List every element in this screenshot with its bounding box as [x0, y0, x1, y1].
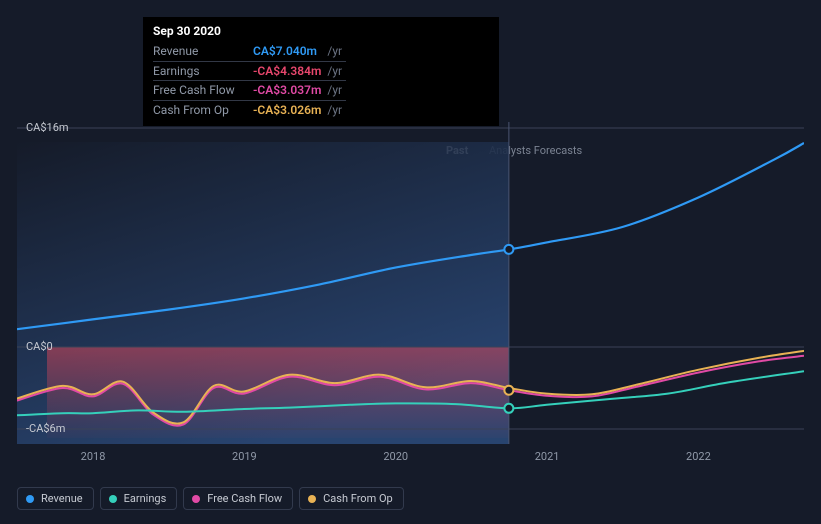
- legend-label: Earnings: [124, 492, 167, 505]
- legend-fcf-chip[interactable]: Free Cash Flow: [183, 487, 293, 510]
- hover-tooltip: Sep 30 2020 RevenueCA$7.040m/yrEarnings-…: [143, 17, 499, 126]
- tooltip-row-unit: /yr: [325, 81, 346, 101]
- tooltip-row-label: Free Cash Flow: [153, 81, 253, 101]
- y-axis-label: -CA$6m: [26, 422, 65, 435]
- chart-svg: [17, 122, 804, 444]
- y-axis-label: CA$0: [26, 340, 53, 353]
- tooltip-row: Earnings-CA$4.384m/yr: [153, 61, 346, 81]
- y-axis-label: CA$16m: [26, 121, 69, 134]
- tooltip-row-value: CA$7.040m: [253, 42, 325, 61]
- financials-chart-panel: { "tooltip": { "date": "Sep 30 2020", "x…: [0, 0, 821, 524]
- tooltip-table: RevenueCA$7.040m/yrEarnings-CA$4.384m/yr…: [153, 42, 346, 120]
- tooltip-row-label: Earnings: [153, 61, 253, 81]
- legend-label: Cash From Op: [323, 492, 393, 505]
- legend: Revenue Earnings Free Cash Flow Cash From O…: [17, 487, 404, 510]
- x-axis-label: 2020: [383, 450, 408, 463]
- tooltip-row-label: Cash From Op: [153, 101, 253, 120]
- legend-dot-icon: [192, 495, 200, 503]
- x-axis-label: 2018: [81, 450, 106, 463]
- legend-dot-icon: [308, 495, 316, 503]
- legend-label: Free Cash Flow: [207, 492, 282, 505]
- x-axis-label: 2019: [232, 450, 257, 463]
- tooltip-row: Free Cash Flow-CA$3.037m/yr: [153, 81, 346, 101]
- tooltip-date: Sep 30 2020: [153, 23, 489, 40]
- tooltip-row-unit: /yr: [325, 101, 346, 120]
- x-axis-label: 2022: [686, 450, 711, 463]
- legend-dot-icon: [26, 495, 34, 503]
- tooltip-row-unit: /yr: [325, 42, 346, 61]
- legend-revenue-chip[interactable]: Revenue: [17, 487, 94, 510]
- x-axis-label: 2021: [535, 450, 560, 463]
- tooltip-row-value: -CA$3.026m: [253, 101, 325, 120]
- legend-earnings-chip[interactable]: Earnings: [100, 487, 178, 510]
- chart-plot-area[interactable]: [17, 122, 804, 444]
- tooltip-row-label: Revenue: [153, 42, 253, 61]
- tooltip-row-value: -CA$3.037m: [253, 81, 325, 101]
- tooltip-row-value: -CA$4.384m: [253, 61, 325, 81]
- legend-cashop-chip[interactable]: Cash From Op: [299, 487, 404, 510]
- legend-dot-icon: [109, 495, 117, 503]
- legend-label: Revenue: [41, 492, 83, 505]
- tooltip-row: Cash From Op-CA$3.026m/yr: [153, 101, 346, 120]
- tooltip-row: RevenueCA$7.040m/yr: [153, 42, 346, 61]
- tooltip-row-unit: /yr: [325, 61, 346, 81]
